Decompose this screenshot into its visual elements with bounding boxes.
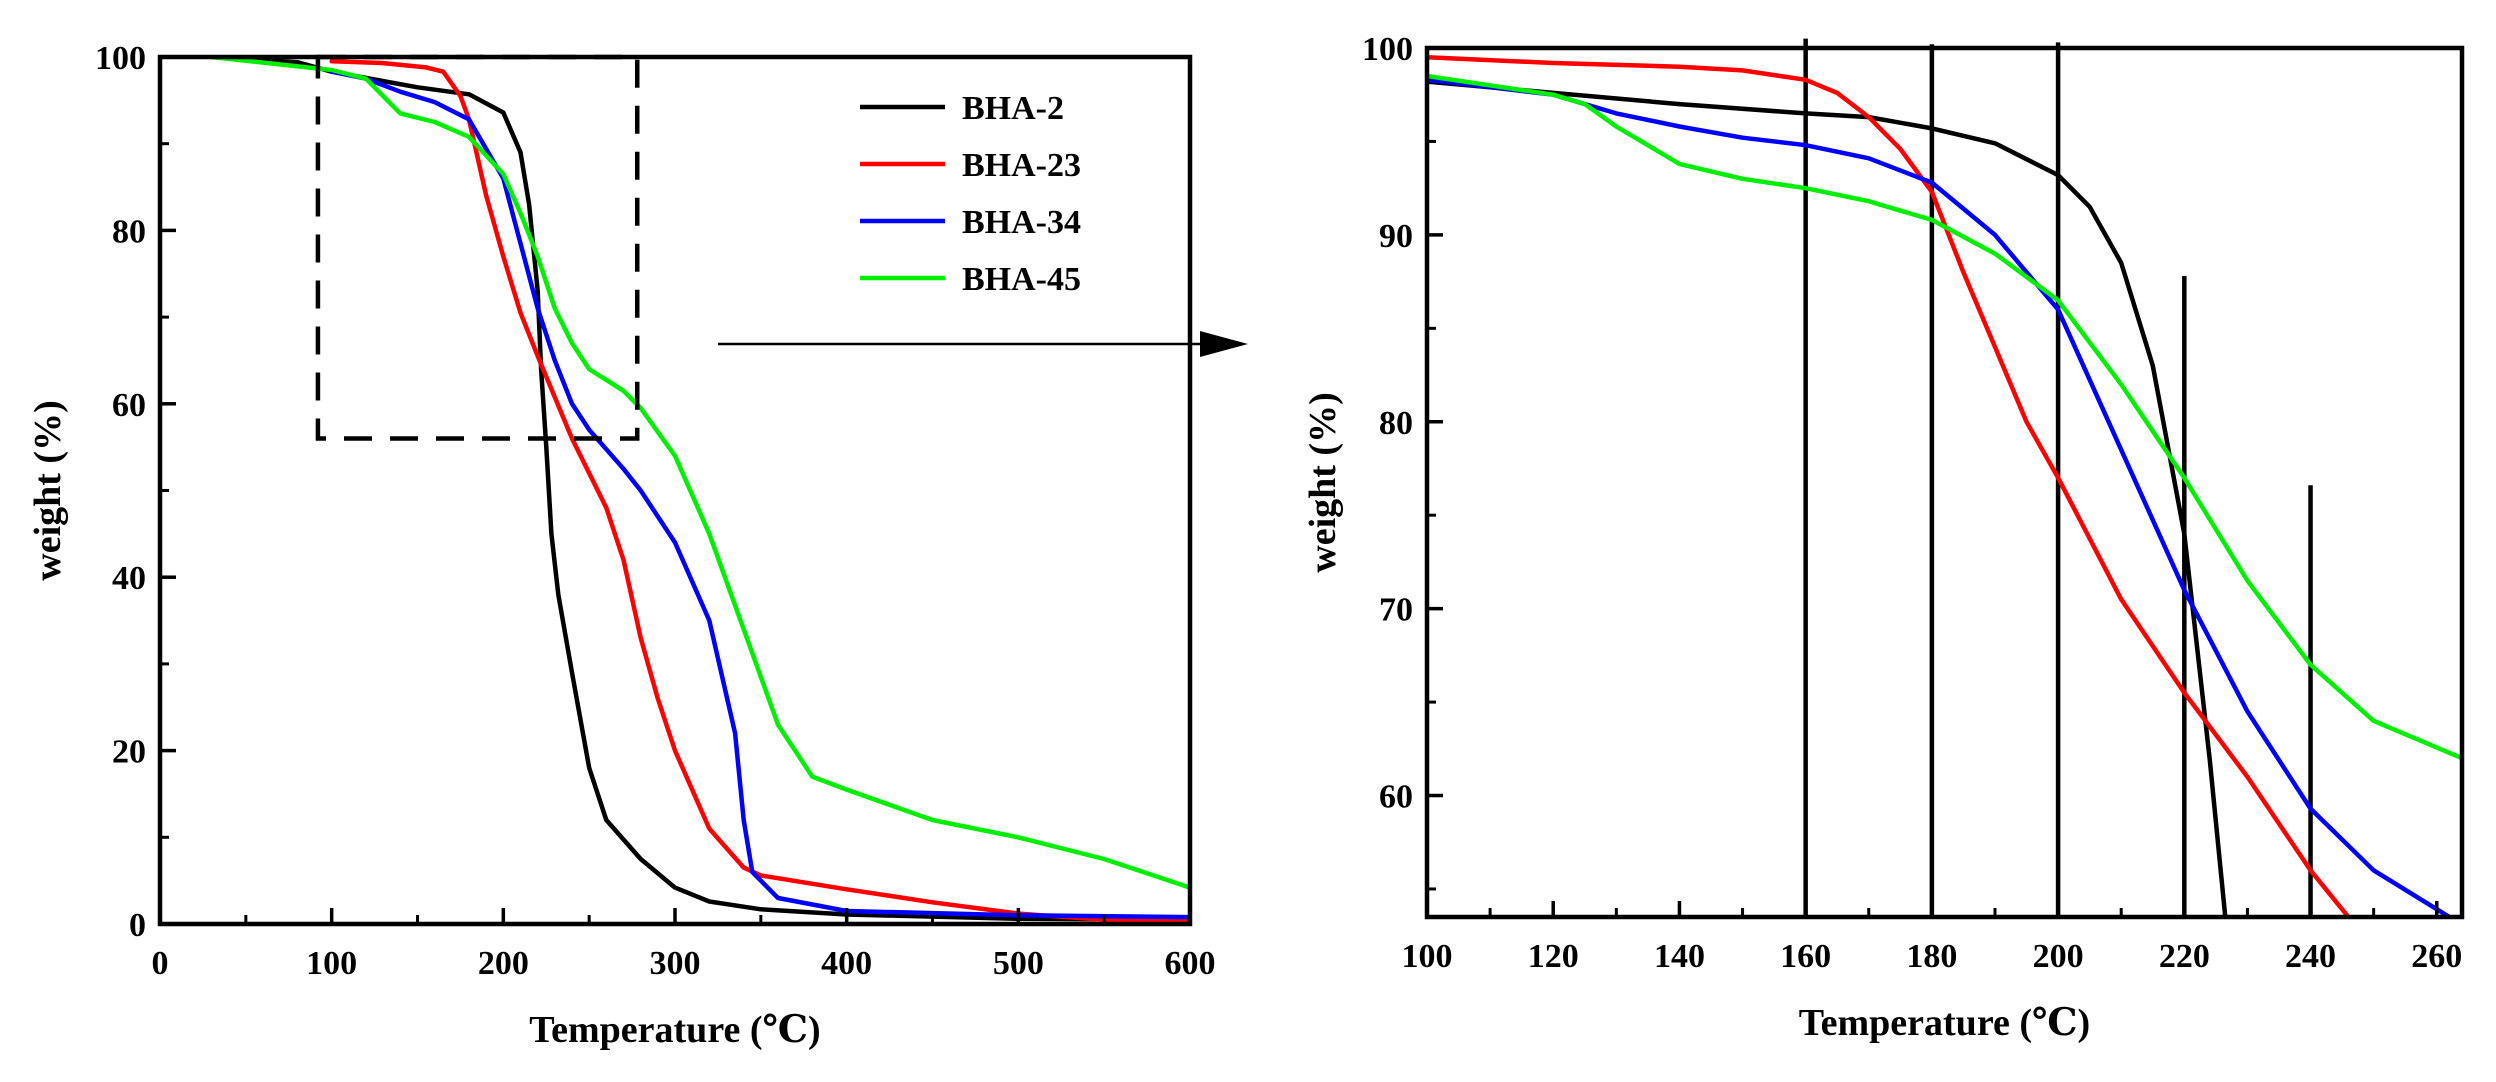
left-y-axis-label: weight (%) [27, 400, 69, 580]
right-y-tick-label-90: 90 [1379, 218, 1413, 255]
left-y-tick-label-80: 80 [112, 213, 146, 250]
right-y-tick-label-100: 100 [1362, 31, 1413, 68]
right-series-line-bha-34 [1427, 77, 2452, 917]
right-x-axis-label: Temperature (℃) [1799, 1002, 2090, 1044]
right-x-tick-label-140: 140 [1654, 938, 1705, 975]
left-x-tick-label-500: 500 [993, 945, 1044, 982]
left-y-tick-label-20: 20 [112, 734, 146, 771]
legend: BHA-2 BHA-23 BHA-34 BHA-45 [860, 90, 1081, 298]
right-series-line-bha-45 [1427, 73, 2462, 761]
right-x-tick-label-160: 160 [1780, 938, 1831, 975]
right-y-tick-label-60: 60 [1379, 779, 1413, 816]
left-series-line-bha-34 [329, 69, 1190, 920]
left-series-line-bha-23 [329, 59, 1190, 922]
left-x-axis-label: Temperature (℃) [529, 1009, 820, 1051]
right-plot-frame [1424, 45, 2465, 920]
right-series-group [1427, 55, 2462, 917]
right-chart-panel: 100 120 140 160 180 200 220 240 260 60 70 80 90 100 Te… [1302, 31, 2465, 1044]
left-x-tick-label-600: 600 [1165, 945, 1216, 982]
left-x-tick-label-400: 400 [821, 945, 872, 982]
arrow-head [1200, 331, 1248, 357]
right-x-tick-label-200: 200 [2033, 938, 2084, 975]
right-x-tick-label-220: 220 [2159, 938, 2210, 975]
left-series-line-bha-45 [209, 57, 1190, 890]
right-series-line-bha-2 [1427, 79, 2228, 917]
left-x-tick-label-200: 200 [478, 945, 529, 982]
annotation-overlay [718, 331, 1248, 357]
zoom-box-dashed [315, 54, 640, 441]
right-x-tick-label-180: 180 [1906, 938, 1957, 975]
left-series-line-bha-2 [209, 57, 1190, 922]
legend-label-bha-45: BHA-45 [962, 261, 1081, 298]
right-x-tick-label-100: 100 [1402, 938, 1453, 975]
left-x-tick-label-100: 100 [306, 945, 357, 982]
right-x-tick-label-120: 120 [1528, 938, 1579, 975]
left-chart-panel: 0 100 200 300 400 500 600 0 20 40 60 80 100 Temperatu… [27, 40, 1216, 1051]
left-y-tick-label-40: 40 [112, 560, 146, 597]
right-y-tick-label-70: 70 [1379, 592, 1413, 629]
legend-label-bha-34: BHA-34 [962, 204, 1081, 241]
right-y-axis-label: weight (%) [1302, 392, 1344, 572]
left-y-tick-label-0: 0 [129, 907, 146, 944]
left-series-group [209, 57, 1190, 922]
legend-label-bha-23: BHA-23 [962, 147, 1081, 184]
left-plot-frame [157, 54, 1193, 927]
right-series-line-bha-23 [1427, 55, 2351, 917]
left-x-tick-label-0: 0 [152, 945, 169, 982]
legend-label-bha-2: BHA-2 [962, 90, 1064, 127]
left-x-tick-label-300: 300 [650, 945, 701, 982]
right-x-tick-label-240: 240 [2285, 938, 2336, 975]
left-y-tick-label-60: 60 [112, 387, 146, 424]
left-y-tick-label-100: 100 [95, 40, 146, 77]
right-x-tick-label-260: 260 [2411, 938, 2462, 975]
right-y-tick-label-80: 80 [1379, 405, 1413, 442]
